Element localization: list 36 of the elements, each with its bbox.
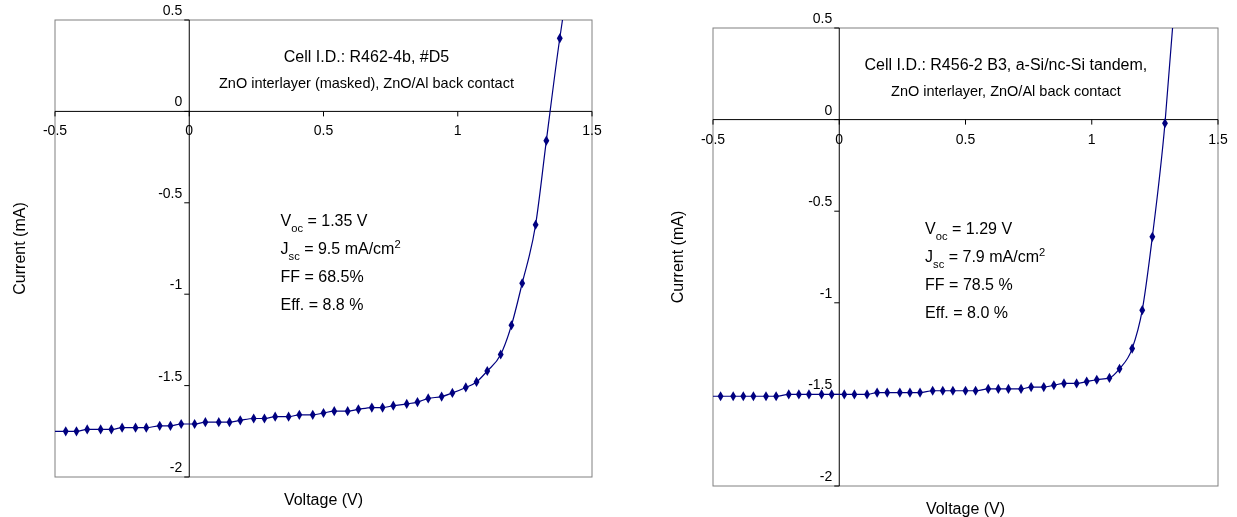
x-tick-label: -0.5 xyxy=(700,130,726,147)
y-tick-label: 0.5 xyxy=(812,10,833,26)
annotation: V$_{oc}$ = 1.29 V xyxy=(925,220,1013,243)
annotation: FF = 78.5 % xyxy=(925,276,1013,294)
text: Cell I.D.: R462-4b, #D5 xyxy=(283,48,450,65)
y-tick-label: 0 xyxy=(824,101,833,118)
x-tick-label: 1.5 xyxy=(1208,130,1228,147)
annotation: V$_{oc}$ = 1.35 V xyxy=(280,211,368,234)
y-tick-label: -2 xyxy=(819,468,833,484)
text: ZnO interlayer (masked), ZnO/Al back contact xyxy=(218,75,514,91)
y-tick-label: -1 xyxy=(169,276,183,293)
x-tick-label: 0.5 xyxy=(955,130,976,147)
y-tick-label: -2 xyxy=(169,459,183,475)
y-tick-label: -1.5 xyxy=(808,376,833,393)
x-tick-label: 0.5 xyxy=(313,122,334,139)
x-tick-label: 1 xyxy=(453,122,462,139)
annotation: FF = 68.5% xyxy=(280,267,364,285)
y-tick-label: -0.5 xyxy=(808,193,833,210)
annotation: J$_{sc}$ = 7.9 mA/cm$^{2}$ xyxy=(925,246,1046,271)
x-tick-label: 1 xyxy=(1087,130,1096,147)
y-tick-label: -1.5 xyxy=(158,367,183,384)
y-tick-label: 0.5 xyxy=(162,2,183,18)
x-tick-label: 1.5 xyxy=(582,122,602,139)
annotation: J$_{sc}$ = 9.5 mA/cm$^{2}$ xyxy=(280,237,401,262)
y-tick-label: 0 xyxy=(174,93,183,110)
x-axis-title: Voltage (V) xyxy=(925,500,1006,517)
text: ZnO interlayer, ZnO/Al back contact xyxy=(891,83,1121,99)
text: Cell I.D.: R456-2 B3, a-Si/nc-Si tandem, xyxy=(864,56,1148,73)
y-tick-label: -1 xyxy=(819,284,833,301)
y-axis-title: Current (mA) xyxy=(11,202,28,295)
annotation: Eff. = 8.8 % xyxy=(280,295,364,313)
annotation: Eff. = 8.0 % xyxy=(925,304,1008,322)
y-tick-label: -0.5 xyxy=(158,184,183,201)
y-axis-title: Current (mA) xyxy=(669,210,686,304)
x-tick-label: -0.5 xyxy=(42,122,68,139)
x-axis-title: Voltage (V) xyxy=(283,491,364,508)
